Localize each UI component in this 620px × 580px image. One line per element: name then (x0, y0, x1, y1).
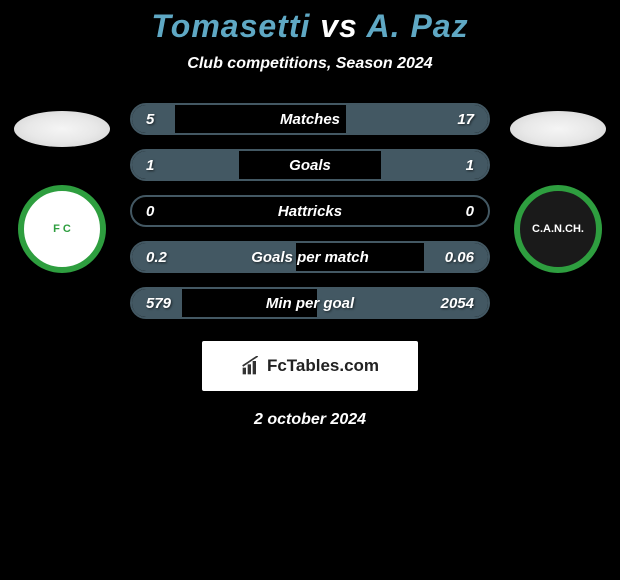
stat-left-value: 0.2 (146, 249, 167, 266)
stat-pill: 1 Goals 1 (130, 149, 490, 181)
subtitle: Club competitions, Season 2024 (0, 55, 620, 73)
title-player1: Tomasetti (151, 8, 310, 44)
stat-pill: 579 Min per goal 2054 (130, 287, 490, 319)
title-player2: A. Paz (367, 8, 469, 44)
stat-pill: 5 Matches 17 (130, 103, 490, 135)
stat-left-value: 0 (146, 203, 154, 220)
chart-icon (241, 356, 261, 376)
stat-label: Min per goal (266, 295, 354, 312)
right-club-abbr: C.A.N.CH. (532, 223, 584, 235)
brand-text: FcTables.com (267, 356, 379, 376)
left-club-badge: F C (18, 185, 106, 273)
right-club-badge: C.A.N.CH. (514, 185, 602, 273)
left-flag-oval (14, 111, 110, 147)
left-club-abbr: F C (53, 223, 71, 235)
stat-left-value: 5 (146, 111, 154, 128)
left-column: F C (12, 103, 112, 273)
right-column: C.A.N.CH. (508, 103, 608, 273)
stat-right-value: 0 (466, 203, 474, 220)
stat-label: Goals (289, 157, 331, 174)
stat-right-value: 1 (466, 157, 474, 174)
infographic-root: Tomasetti vs A. Paz Club competitions, S… (0, 0, 620, 429)
stat-right-value: 0.06 (445, 249, 474, 266)
right-flag-oval (510, 111, 606, 147)
stat-right-value: 2054 (441, 295, 474, 312)
stat-right-value: 17 (457, 111, 474, 128)
title-vs: vs (320, 8, 358, 44)
stat-left-value: 579 (146, 295, 171, 312)
stat-label: Matches (280, 111, 340, 128)
stat-pill: 0.2 Goals per match 0.06 (130, 241, 490, 273)
stat-label: Goals per match (251, 249, 369, 266)
stat-label: Hattricks (278, 203, 342, 220)
stat-left-value: 1 (146, 157, 154, 174)
stat-pill: 0 Hattricks 0 (130, 195, 490, 227)
date-line: 2 october 2024 (0, 411, 620, 429)
page-title: Tomasetti vs A. Paz (0, 8, 620, 45)
brand-box: FcTables.com (202, 341, 418, 391)
main-row: F C 5 Matches 17 1 Goals 1 0 Hattricks 0 0.2 Goals… (0, 103, 620, 319)
stats-column: 5 Matches 17 1 Goals 1 0 Hattricks 0 0.2 Goals per… (130, 103, 490, 319)
